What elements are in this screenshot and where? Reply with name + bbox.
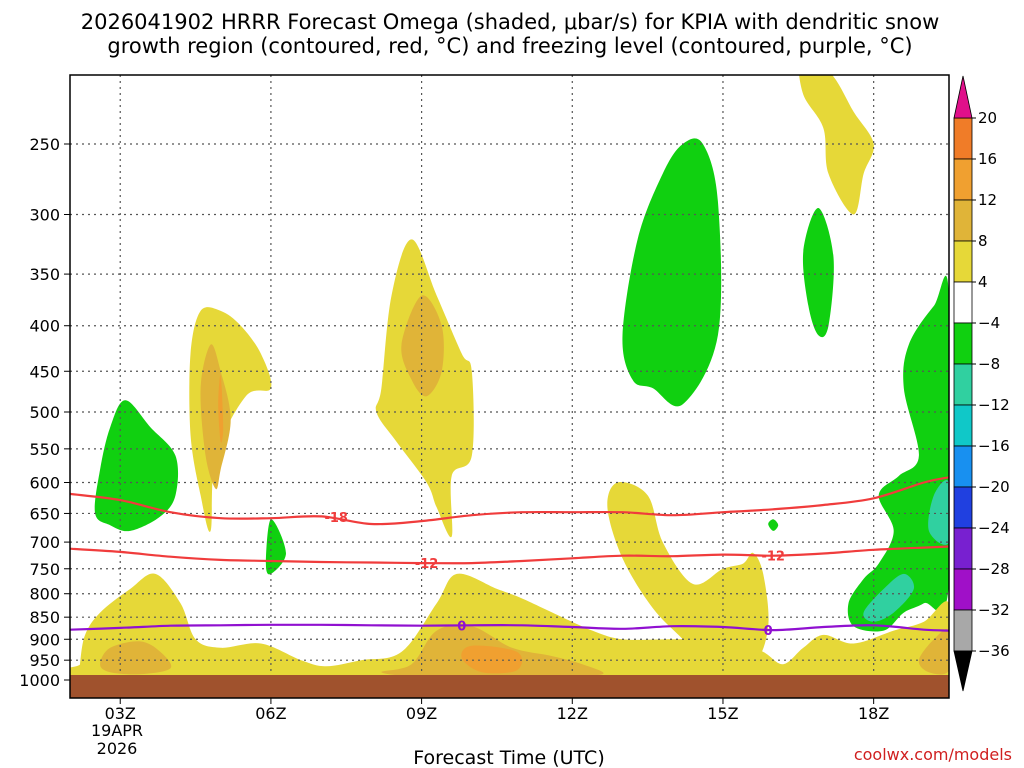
colorbar-label-13: −36 [978,642,1010,660]
colorbar-label-2: 12 [978,191,997,209]
x-date-label-year: 2026 [97,739,138,758]
x-tick-label-03Z: 03Z [105,704,136,723]
colorbar-over-triangle [953,75,973,119]
x-axis-title: Forecast Time (UTC) [413,747,604,768]
colorbar-bin-12to16 [953,158,973,201]
omega-region-positive-low-level [70,573,949,685]
x-tick-label-06Z: 06Z [255,704,286,723]
y-tick-label-450: 450 [29,362,60,381]
colorbar-bin-16to20 [953,117,973,160]
plot-border [69,74,950,699]
omega-region-positive-east-plume-core [200,344,231,490]
omega-region-upward-14z-blob [622,138,722,407]
y-axis: 250 300 350 400 450 500 550 600 650 700 750 800 850 9… [19,135,70,690]
omega-region-positive-09z-plume-core [401,295,444,397]
x-tick-label-18Z: 18Z [858,704,889,723]
y-tick-label-850: 850 [29,608,60,627]
y-tick-label-750: 750 [29,560,60,579]
colorbar-bin-m8tom12 [953,363,973,406]
x-tick-label-09Z: 09Z [406,704,437,723]
contour-dgz-minus18 [70,476,949,526]
y-tick-label-1000: 1000 [19,671,60,690]
y-tick-label-650: 650 [29,504,60,523]
colorbar-label-5: −4 [978,314,1000,332]
colorbar-bin-m20tom24 [953,486,973,529]
colorbar: 20 16 12 8 4 −4 −8 −12 −16 −20 −24 −28 −32 −36 [953,75,1010,692]
contour-layer: -18 -12 -12 0 0 [70,476,949,639]
y-tick-label-700: 700 [29,533,60,552]
omega-region-upward-right-teal [863,573,915,622]
y-tick-label-300: 300 [29,205,60,224]
colorbar-label-10: −24 [978,519,1010,537]
colorbar-under-triangle [953,650,973,692]
colorbar-label-1: 16 [978,150,997,168]
colorbar-label-11: −28 [978,560,1010,578]
contour-dgz-minus12 [70,545,949,565]
colorbar-label-7: −12 [978,396,1010,414]
y-tick-label-400: 400 [29,317,60,336]
omega-region-upward-far-right-teal [928,480,949,545]
omega-region-positive-low-level-max [461,645,523,674]
credit-text: coolwx.com/models [854,745,1012,764]
colorbar-label-3: 8 [978,232,988,250]
y-tick-label-600: 600 [29,473,60,492]
y-tick-label-550: 550 [29,440,60,459]
x-tick-label-15Z: 15Z [707,704,738,723]
colorbar-label-6: −8 [978,355,1000,373]
contour-label-dgz-minus12-2: -12 [761,550,785,565]
omega-region-positive-east-plume-max [218,375,224,443]
omega-region-positive-top-right [799,75,874,215]
omega-region-upward-tiny-16z [768,519,779,531]
x-tick-label-12Z: 12Z [557,704,588,723]
omega-region-positive-13z-15z-band [607,482,769,674]
omega-region-positive-low-level-core [100,641,172,675]
colorbar-label-12: −32 [978,601,1010,619]
colorbar-bin-4to8 [953,240,973,283]
grid-lines [70,75,949,698]
y-tick-label-250: 250 [29,135,60,154]
colorbar-bin-neutral [953,281,973,324]
colorbar-bin-m28tom32 [953,568,973,611]
colorbar-label-9: −20 [978,478,1010,496]
y-tick-label-800: 800 [29,585,60,604]
colorbar-bin-m32tom36 [953,609,973,652]
x-date-label-day: 19APR [91,721,143,740]
y-tick-label-500: 500 [29,403,60,422]
chart-title-line1: 2026041902 HRRR Forecast Omega (shaded, … [81,10,940,34]
y-tick-label-350: 350 [29,265,60,284]
contour-label-dgz-minus18-0: -18 [324,511,348,526]
omega-region-upward-17z-blob [802,207,834,338]
y-tick-label-950: 950 [29,651,60,670]
colorbar-label-0: 20 [978,109,997,127]
ground-surface-bar [70,675,949,698]
contour-label-dgz-minus12-1: -12 [415,557,439,572]
x-axis: 03Z 06Z 09Z 12Z 15Z 18Z [105,698,889,723]
contour-label-freezing-level-0-4: 0 [764,624,773,639]
contour-freezing-level-0 [70,623,949,632]
colorbar-bin-8to12 [953,199,973,242]
y-tick-label-900: 900 [29,630,60,649]
colorbar-bin-m12tom16 [953,404,973,447]
colorbar-bin-m24tom28 [953,527,973,570]
colorbar-label-4: 4 [978,273,988,291]
omega-region-positive-right-low-core [918,629,949,675]
contour-label-freezing-level-0-3: 0 [457,619,466,634]
omega-shading-layer [70,75,949,685]
colorbar-bin-m16tom20 [953,445,973,488]
colorbar-label-8: −16 [978,437,1010,455]
chart-title-line2: growth region (contoured, red, °C) and f… [107,34,912,58]
colorbar-bin-m4tom8 [953,322,973,365]
